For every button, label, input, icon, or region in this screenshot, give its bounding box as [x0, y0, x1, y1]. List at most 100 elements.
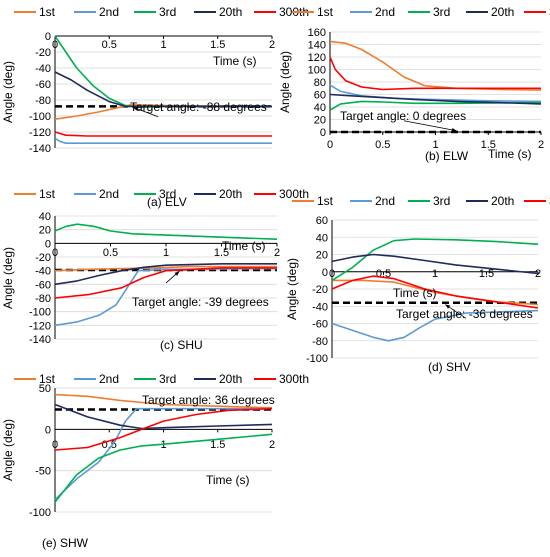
y-tick-label: -100 [29, 507, 51, 519]
y-tick-label: 40 [316, 232, 328, 244]
chart-caption: (a) ELV [147, 195, 187, 209]
legend-label-20th: 20th [491, 5, 514, 19]
legend-label-3rd: 3rd [433, 5, 450, 19]
y-axis-label: Angle (deg) [285, 258, 299, 320]
x-tick-label: 2 [269, 39, 275, 51]
legend-label-2nd: 2nd [375, 194, 395, 208]
legend-label-2nd: 2nd [99, 372, 119, 386]
y-tick-label: 20 [314, 115, 326, 127]
series-line-2nd [54, 407, 272, 501]
legend-label-300th: 300th [279, 187, 309, 201]
y-tick-label: 40 [314, 102, 326, 114]
y-tick-label: 0 [45, 31, 51, 43]
y-tick-label: 80 [314, 77, 326, 89]
chart-caption: (c) SHU [160, 338, 203, 352]
x-tick-label: 2 [538, 139, 544, 151]
legend-label-1st: 1st [39, 5, 56, 19]
chart-caption: (e) SHW [42, 536, 89, 550]
target-annotation: Target angle: 0 degrees [340, 109, 466, 123]
y-tick-label: -100 [29, 307, 51, 319]
x-tick-label: 1.5 [210, 39, 225, 51]
x-axis-label: Time (s) [488, 147, 532, 161]
x-tick-label: 1 [163, 247, 169, 259]
x-tick-label: 0 [52, 39, 58, 51]
x-tick-label: 1 [160, 39, 166, 51]
y-tick-label: 0 [45, 238, 51, 250]
x-tick-label: 0 [327, 139, 333, 151]
y-tick-label: -140 [29, 334, 51, 346]
legend-label-1st: 1st [317, 194, 334, 208]
x-tick-label: 1.5 [479, 268, 494, 280]
series-line-2nd [54, 267, 278, 327]
y-axis-label: Angle (deg) [1, 61, 15, 123]
y-tick-label: -80 [35, 95, 51, 107]
y-tick-label: 100 [308, 65, 326, 77]
y-tick-label: 140 [308, 40, 326, 52]
annotation-arrowhead [174, 271, 180, 276]
chart-caption: (b) ELW [425, 149, 469, 163]
y-tick-label: -80 [35, 293, 51, 305]
series-line-1st [329, 40, 542, 91]
legend-label-1st: 1st [39, 372, 56, 386]
series-line-3rd [54, 433, 273, 503]
y-tick-label: 20 [316, 250, 328, 262]
series-line-20th [331, 253, 539, 275]
y-tick-label: -100 [29, 111, 51, 123]
series-line-2nd [54, 137, 272, 144]
x-axis-label: Time (s) [393, 286, 437, 300]
x-tick-label: 2 [274, 247, 280, 259]
y-tick-label: 60 [314, 90, 326, 102]
y-tick-label: -40 [312, 301, 328, 313]
x-tick-label: 0.5 [103, 247, 118, 259]
legend-label-3rd: 3rd [433, 194, 450, 208]
legend-label-3rd: 3rd [159, 187, 176, 201]
legend-label-3rd: 3rd [159, 372, 176, 386]
x-tick-label: 0 [52, 247, 58, 259]
x-axis-label: Time (s) [222, 239, 266, 253]
legend-label-1st: 1st [317, 5, 334, 19]
legend-label-2nd: 2nd [99, 187, 119, 201]
y-tick-label: -80 [312, 336, 328, 348]
series-line-1st [54, 393, 273, 409]
y-tick-label: 0 [322, 267, 328, 279]
series-line-300th [54, 267, 277, 299]
y-tick-label: -20 [35, 252, 51, 264]
legend-label-2nd: 2nd [99, 5, 119, 19]
y-tick-label: 60 [316, 215, 328, 227]
target-annotation: Target angle: -39 degrees [132, 295, 269, 309]
y-tick-label: 120 [308, 52, 326, 64]
series-line-300th [329, 56, 541, 91]
y-tick-label: -140 [29, 143, 51, 155]
legend-label-20th: 20th [219, 372, 242, 386]
target-annotation: Target angle: -36 degrees [396, 307, 533, 321]
y-axis-label: Angle (deg) [1, 419, 15, 481]
x-tick-label: 0.5 [375, 139, 390, 151]
target-annotation: Target angle: -88 degrees [130, 100, 267, 114]
series-line-300th [54, 131, 272, 137]
legend-label-300th: 300th [279, 372, 309, 386]
series-line-300th [54, 407, 273, 451]
y-tick-label: -50 [35, 466, 51, 478]
x-axis-label: Time (s) [206, 473, 250, 487]
annotation-arrow [403, 120, 457, 132]
legend-label-2nd: 2nd [375, 5, 395, 19]
legend-label-3rd: 3rd [159, 5, 176, 19]
x-tick-label: 1.5 [481, 139, 496, 151]
legend-label-1st: 1st [39, 187, 56, 201]
y-tick-label: -60 [35, 79, 51, 91]
legend-label-20th: 20th [219, 5, 242, 19]
x-tick-label: 0 [329, 268, 335, 280]
y-tick-label: -60 [312, 319, 328, 331]
y-tick-label: 0 [320, 127, 326, 139]
y-tick-label: 160 [308, 27, 326, 39]
x-tick-label: 1 [432, 139, 438, 151]
y-tick-label: -20 [312, 284, 328, 296]
series-line-20th [54, 262, 277, 286]
x-tick-label: 2 [269, 439, 275, 451]
legend-label-20th: 20th [219, 187, 242, 201]
series-line-2nd [331, 309, 539, 342]
